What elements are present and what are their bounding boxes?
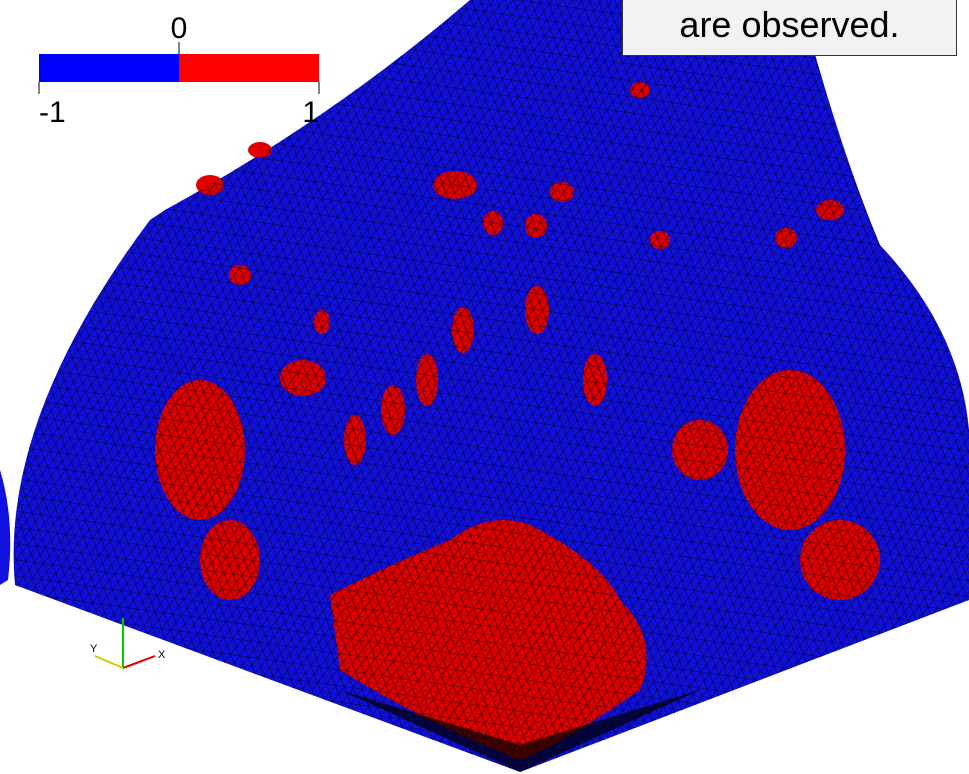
axis-x-label: X — [158, 649, 166, 661]
annotation: are observed. — [622, 0, 957, 56]
colorbar-segment — [39, 54, 179, 82]
colorbar-tick-label: 0 — [171, 12, 188, 45]
viewport: -1 0 1 Y X are observed. — [0, 0, 969, 774]
colorbar: -1 0 1 — [39, 12, 319, 129]
colorbar-segment — [179, 54, 319, 82]
colorbar-tick-label: 1 — [302, 96, 319, 129]
axis-y-label: Y — [90, 643, 98, 655]
axis-y — [95, 656, 123, 668]
render: -1 0 1 Y X — [0, 0, 969, 774]
mesh-surface — [0, 0, 969, 772]
colorbar-tick-label: -1 — [39, 96, 66, 129]
axis-x — [123, 656, 155, 668]
